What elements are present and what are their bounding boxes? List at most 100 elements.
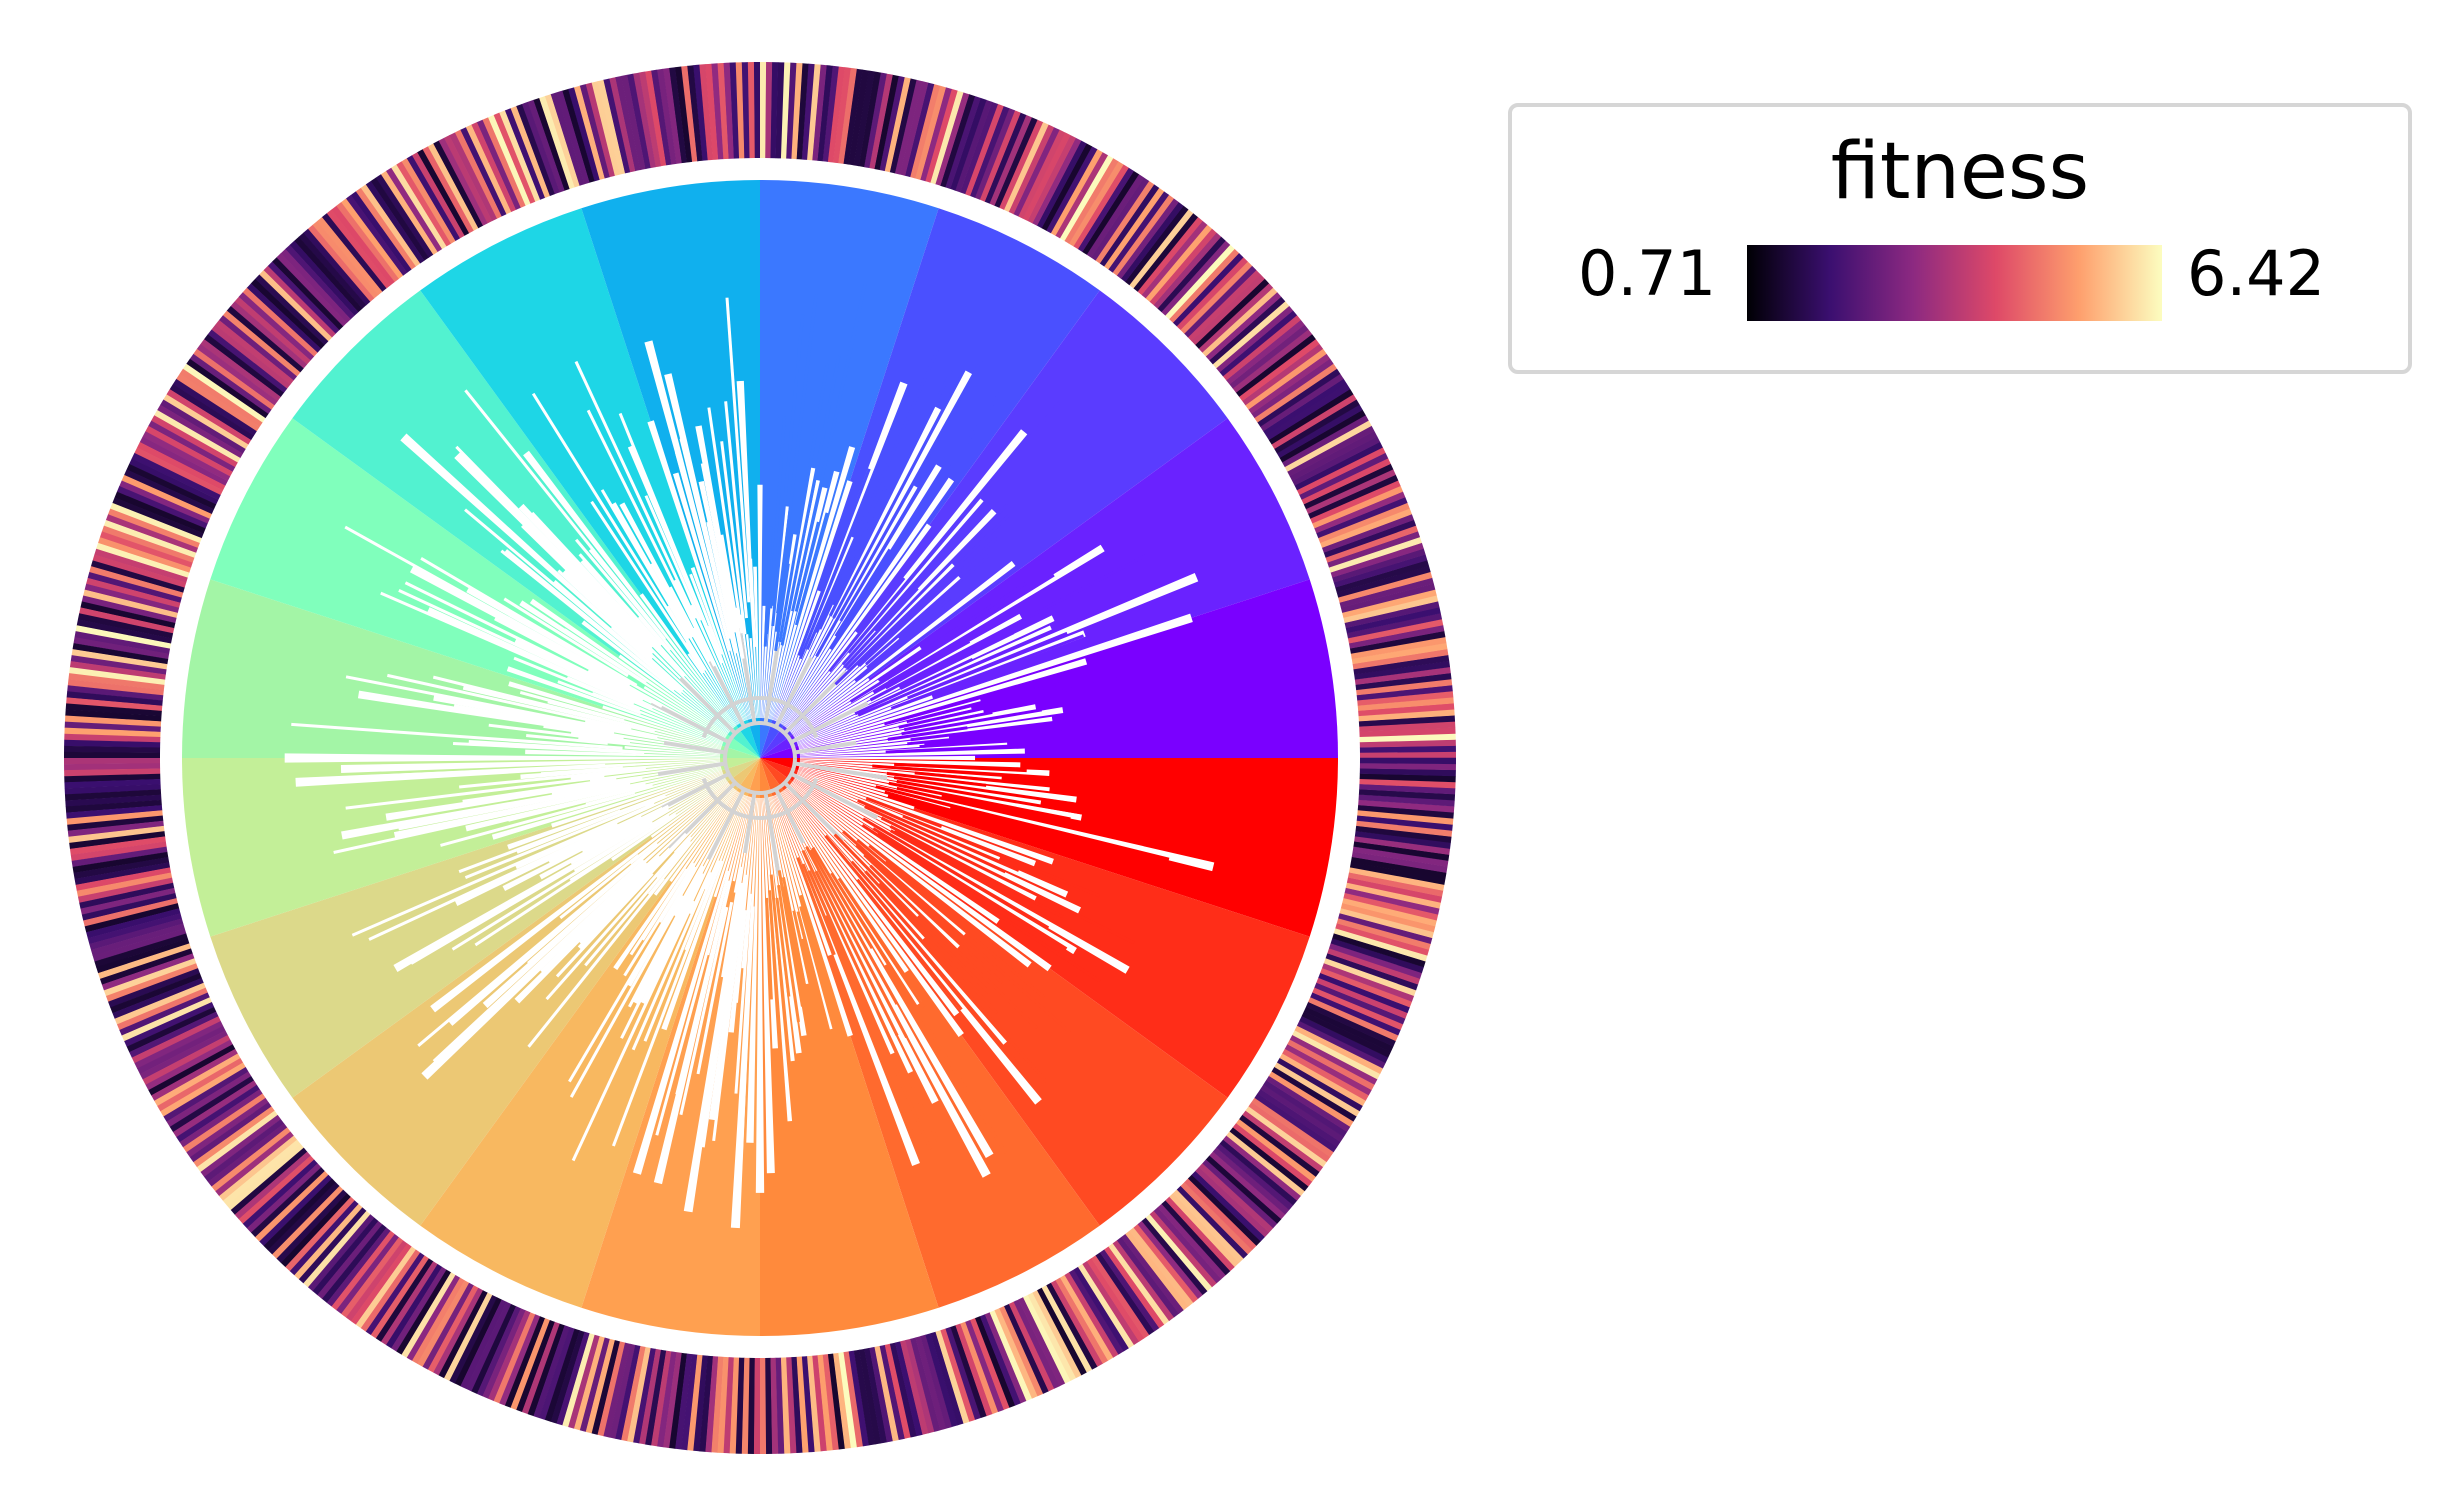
fitness-ring-cell <box>64 778 161 789</box>
tree-branch <box>910 717 1085 742</box>
fitness-ring-cell <box>460 127 507 217</box>
tree-branch <box>767 890 793 1193</box>
fitness-ring-cell <box>1274 399 1360 454</box>
fitness-ring-cell <box>1037 1287 1088 1376</box>
tree-leaf-gap <box>792 780 1000 924</box>
fitness-ring <box>64 62 1456 1454</box>
fitness-ring-cell <box>801 63 815 160</box>
tree-branch <box>398 782 631 831</box>
tree-branch <box>811 846 874 950</box>
fitness-ring-cell <box>1050 1280 1103 1367</box>
fitness-ring-cell <box>760 1357 767 1454</box>
fitness-ring-cell <box>238 292 315 361</box>
fitness-ring-cell <box>1299 452 1389 500</box>
tree-leaf-gap <box>768 796 806 940</box>
fitness-ring-cell <box>1018 129 1066 219</box>
fitness-ring-cell <box>1108 191 1170 273</box>
fitness-ring-cell <box>1133 213 1199 292</box>
tree-branch <box>794 521 820 612</box>
fitness-ring-cell <box>66 805 163 819</box>
fitness-ring-cell <box>298 1207 367 1284</box>
fitness-ring-cell <box>66 697 163 712</box>
fitness-ring-cell <box>1161 1200 1231 1276</box>
tree-branch <box>907 717 1166 746</box>
fitness-ring-cell <box>848 69 869 166</box>
tree-leaf-gap <box>796 573 1199 744</box>
tree-branch <box>720 534 745 659</box>
fitness-ring-cell <box>64 773 161 783</box>
fitness-ring-cell <box>603 1342 631 1438</box>
tree-branch <box>888 781 1071 821</box>
fitness-ring-cell <box>64 789 162 801</box>
fitness-ring-cell <box>1344 887 1440 915</box>
tree-branch <box>858 536 998 667</box>
tree-leaf-gap <box>647 420 749 721</box>
fitness-ring-cell <box>370 177 429 261</box>
fitness-ring-cell <box>487 114 531 206</box>
fitness-ring-cell <box>64 758 161 765</box>
fitness-ring-cell <box>406 1274 461 1361</box>
fitness-ring-cell <box>1350 636 1447 659</box>
fitness-ring-cell <box>345 194 408 276</box>
fitness-ring-cell <box>717 62 729 160</box>
tree-branch <box>453 704 615 735</box>
tree-leaf-gap <box>661 795 748 1031</box>
fitness-ring-cell <box>1342 589 1437 618</box>
fitness-ring-cell <box>603 78 631 174</box>
fitness-ring-cell <box>920 1334 953 1429</box>
fitness-ring-cell <box>64 784 161 795</box>
tree-branch <box>796 911 878 1228</box>
fitness-ring-cell <box>121 997 212 1042</box>
fitness-ring-cell <box>341 1237 404 1318</box>
tree-branch <box>584 840 692 967</box>
fitness-ring-cell <box>639 1348 662 1445</box>
fitness-ring-cell <box>1129 1227 1194 1307</box>
fitness-ring-cell <box>105 514 198 554</box>
tree-branch <box>464 508 683 694</box>
fitness-ring-cell <box>591 81 620 176</box>
tree-branch <box>769 416 786 609</box>
fitness-ring-cell <box>544 94 580 188</box>
fitness-ring-cell <box>879 75 905 172</box>
fitness-ring-cell <box>289 240 359 316</box>
fitness-ring-cell <box>276 1189 348 1264</box>
fitness-ring-cell <box>999 1306 1044 1397</box>
fitness-ring-cell <box>775 1357 785 1454</box>
fitness-ring-cell <box>1340 902 1436 933</box>
fitness-ring-cell <box>964 103 1004 196</box>
fitness-ring-cell <box>77 877 174 904</box>
tree-branch <box>777 870 804 1007</box>
fitness-ring-cell <box>83 898 178 927</box>
fitness-ring-cell <box>1358 703 1455 717</box>
tree-branch <box>557 569 654 660</box>
tree-branch <box>650 562 695 638</box>
fitness-ring-cell <box>87 572 182 603</box>
tree-leaf-gap <box>753 566 760 719</box>
fitness-ring-cell <box>380 170 438 255</box>
fitness-ring-cell <box>166 1071 252 1128</box>
fitness-ring-cell <box>556 1331 590 1426</box>
fitness-ring-cell <box>433 1287 484 1376</box>
tree-branch <box>655 870 731 1136</box>
fitness-ring-cell <box>753 62 760 159</box>
fitness-ring-cell <box>126 1006 217 1053</box>
fitness-ring-cell <box>1251 358 1334 419</box>
fitness-ring-cell <box>791 62 803 160</box>
tree-branch <box>814 870 899 1037</box>
fitness-ring-cell <box>1354 660 1451 680</box>
tree-branch <box>858 580 982 680</box>
tree-branch <box>883 661 1108 726</box>
fitness-ring-cell <box>1355 825 1452 843</box>
fitness-ring-cell <box>950 97 987 191</box>
fitness-ring-cell <box>1125 205 1189 286</box>
fitness-ring-cell <box>1008 1301 1055 1392</box>
fitness-ring-cell <box>626 73 651 170</box>
fitness-ring-cell <box>859 1348 882 1445</box>
tree-leaf-gap <box>755 797 765 1193</box>
fitness-ring-cell <box>449 132 497 222</box>
fitness-ring-cell <box>1003 122 1049 213</box>
fitness-ring-cell <box>955 1323 993 1417</box>
fitness-ring-cell <box>1121 1233 1184 1314</box>
fitness-ring-cell <box>527 1323 565 1417</box>
